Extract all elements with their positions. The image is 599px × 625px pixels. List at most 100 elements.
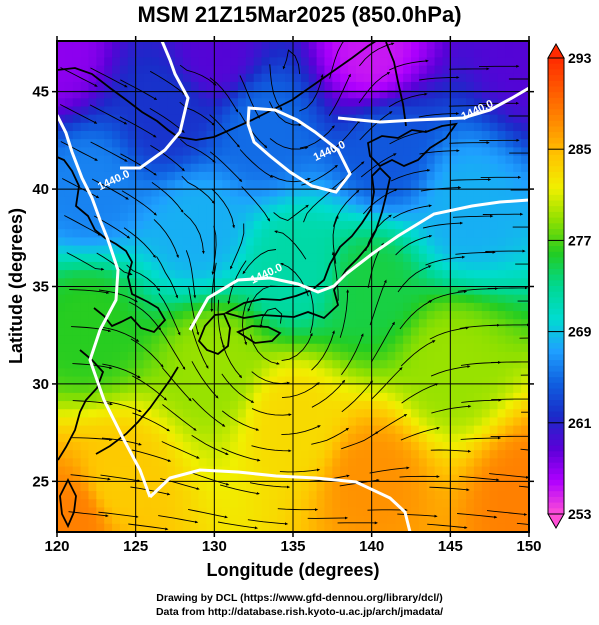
temperature-cell <box>450 229 459 238</box>
temperature-cell <box>175 319 184 329</box>
temperature-cell <box>458 368 467 378</box>
temperature-cell <box>521 98 529 108</box>
streamline-arrow <box>448 104 490 108</box>
temperature-cell <box>505 106 514 116</box>
temperature-cell <box>332 180 341 189</box>
temperature-cell <box>324 65 333 75</box>
temperature-cell <box>450 515 459 525</box>
temperature-cell <box>403 294 412 304</box>
temperature-cell <box>222 196 231 206</box>
temperature-cell <box>489 139 499 148</box>
temperature-cell <box>403 311 412 320</box>
temperature-cell <box>151 376 160 386</box>
temperature-cell <box>387 319 396 329</box>
temperature-cell <box>450 171 459 181</box>
temperature-cell <box>88 515 97 525</box>
streamline-arrow <box>160 330 186 371</box>
temperature-cell <box>513 327 522 337</box>
temperature-cell <box>371 204 381 214</box>
temperature-cell <box>332 229 341 238</box>
temperature-cell <box>277 343 286 353</box>
temperature-cell <box>513 433 522 443</box>
temperature-cell <box>222 81 231 91</box>
temperature-cell <box>72 425 82 435</box>
temperature-cell <box>324 294 333 304</box>
temperature-cell <box>245 360 255 369</box>
temperature-cell <box>332 433 341 443</box>
temperature-cell <box>316 311 326 320</box>
colorbar-segment <box>548 314 564 321</box>
streamline-arrow <box>427 290 468 303</box>
temperature-cell <box>300 196 310 206</box>
temperature-cell <box>261 491 270 500</box>
temperature-cell <box>230 196 239 206</box>
temperature-cell <box>198 237 208 247</box>
temperature-cell <box>489 302 499 312</box>
temperature-cell <box>489 147 499 157</box>
temperature-cell <box>135 49 145 58</box>
temperature-cell <box>387 360 396 369</box>
temperature-cell <box>277 73 286 83</box>
temperature-cell <box>261 433 270 443</box>
temperature-cell <box>245 57 255 67</box>
temperature-cell <box>434 98 444 108</box>
temperature-cell <box>489 98 499 108</box>
temperature-cell <box>324 212 333 222</box>
temperature-cell <box>395 384 404 394</box>
temperature-cell <box>458 425 467 435</box>
temperature-cell <box>175 335 184 345</box>
temperature-cell <box>473 221 483 230</box>
temperature-cell <box>418 270 428 279</box>
temperature-cell <box>112 311 121 320</box>
temperature-cell <box>395 523 404 532</box>
temperature-cell <box>80 311 90 320</box>
temperature-cell <box>395 474 404 484</box>
temperature-cell <box>214 294 223 304</box>
temperature-cell <box>151 466 160 476</box>
streamline-arrow <box>131 449 172 462</box>
temperature-cell <box>426 401 436 410</box>
temperature-cell <box>237 401 247 410</box>
temperature-cell <box>198 188 208 198</box>
temperature-cell <box>466 384 475 394</box>
temperature-cell <box>96 474 105 484</box>
temperature-cell <box>481 188 491 198</box>
temperature-cell <box>112 229 121 238</box>
temperature-cell <box>371 163 381 173</box>
temperature-cell <box>285 155 294 165</box>
temperature-cell <box>371 392 381 402</box>
temperature-cell <box>387 147 396 157</box>
temperature-cell <box>293 384 302 394</box>
temperature-cell <box>316 245 326 255</box>
temperature-cell <box>379 523 388 532</box>
temperature-cell <box>112 491 121 500</box>
temperature-cell <box>96 417 105 427</box>
temperature-cell <box>300 57 310 67</box>
temperature-cell <box>214 155 223 165</box>
temperature-cell <box>371 417 381 427</box>
temperature-cell <box>72 294 82 304</box>
temperature-cell <box>245 409 255 419</box>
coast-hokkaido <box>367 122 458 168</box>
temperature-cell <box>214 458 223 468</box>
temperature-cell <box>513 441 522 451</box>
temperature-cell <box>387 441 396 451</box>
streamline-arrow <box>151 182 184 213</box>
temperature-cell <box>355 523 365 532</box>
streamline-arrow <box>68 511 109 518</box>
temperature-cell <box>411 507 420 517</box>
temperature-cell <box>119 41 129 50</box>
temperature-cell <box>466 482 475 492</box>
temperature-cell <box>182 286 192 296</box>
temperature-cell <box>269 491 278 500</box>
temperature-cell <box>348 441 357 451</box>
temperature-cell <box>269 122 278 132</box>
temperature-cell <box>285 196 294 206</box>
temperature-cell <box>466 343 475 353</box>
temperature-cell <box>277 376 286 386</box>
temperature-cell <box>57 180 66 189</box>
temperature-cell <box>379 343 388 353</box>
temperature-cell <box>237 163 247 173</box>
temperature-cell <box>473 106 483 116</box>
temperature-cell <box>127 319 137 329</box>
